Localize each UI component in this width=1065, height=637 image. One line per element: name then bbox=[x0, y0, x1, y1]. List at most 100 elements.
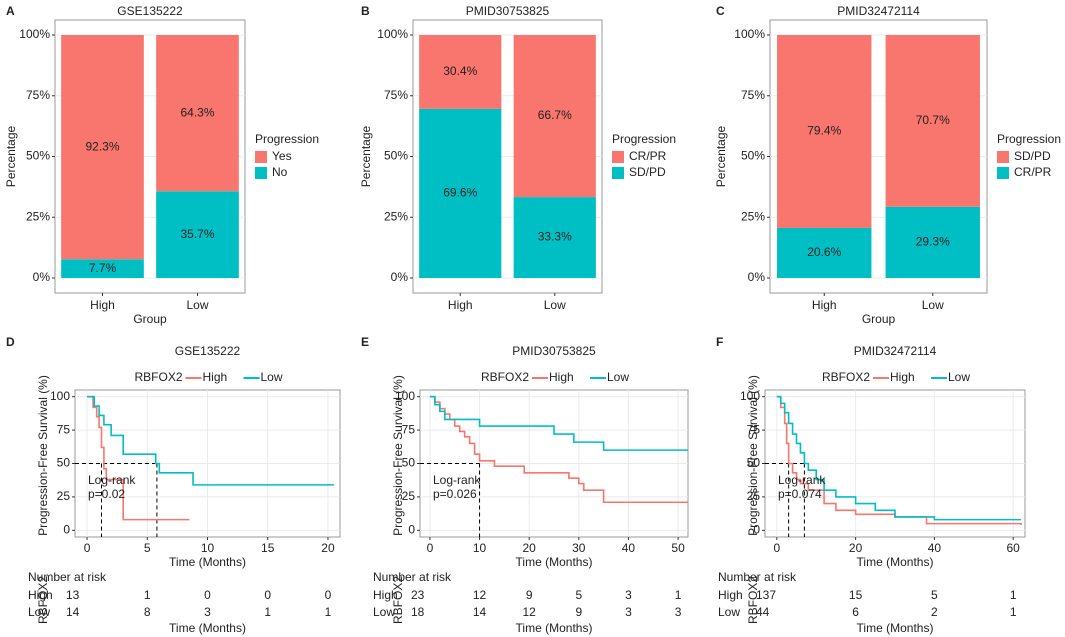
x-tick-label: High bbox=[90, 298, 115, 312]
x-tick-label: 20 bbox=[321, 541, 335, 555]
legend-label: Low bbox=[607, 370, 629, 384]
value-label: 33.3% bbox=[538, 230, 572, 244]
value-label: 29.3% bbox=[916, 235, 950, 249]
risk-title: Number at risk bbox=[718, 570, 797, 584]
risk-count: 1 bbox=[325, 605, 332, 619]
bar-segment bbox=[156, 191, 239, 278]
annotation: Log-rank bbox=[433, 473, 481, 487]
value-label: 35.7% bbox=[180, 227, 214, 241]
risk-row-label: Low bbox=[28, 605, 50, 619]
risk-count: 3 bbox=[675, 605, 682, 619]
risk-count: 3 bbox=[204, 605, 211, 619]
risk-count: 8 bbox=[144, 605, 151, 619]
y-tick-label: 100% bbox=[377, 27, 408, 41]
y-tick-label: 50% bbox=[384, 149, 408, 163]
chart-title: GSE135222 bbox=[117, 4, 183, 18]
annotation: p=0.026 bbox=[433, 487, 477, 501]
survival-curve bbox=[87, 395, 190, 521]
annotation: p=0.02 bbox=[88, 487, 125, 501]
risk-count: 2 bbox=[931, 605, 938, 619]
bar-segment bbox=[777, 227, 872, 278]
x-tick-label: 0 bbox=[84, 541, 91, 555]
risk-count: 14 bbox=[473, 605, 487, 619]
risk-count: 1 bbox=[264, 605, 271, 619]
risk-row-label: High bbox=[28, 588, 53, 602]
y-tick-label: 75% bbox=[26, 88, 50, 102]
x-axis-label: Time (Months) bbox=[169, 555, 246, 569]
y-tick-label: 100 bbox=[50, 389, 70, 403]
y-tick-label: 100 bbox=[740, 389, 760, 403]
value-label: 70.7% bbox=[916, 113, 950, 127]
bar-segment bbox=[885, 206, 980, 278]
bar-segment bbox=[777, 35, 872, 228]
y-tick-label: 25 bbox=[57, 489, 71, 503]
y-tick-label: 25% bbox=[384, 209, 408, 223]
x-tick-label: 30 bbox=[572, 541, 586, 555]
value-label: 66.7% bbox=[538, 108, 572, 122]
y-tick-label: 75% bbox=[384, 88, 408, 102]
survival-curve bbox=[776, 395, 1022, 521]
legend-title: RBFOX2 bbox=[134, 370, 182, 384]
risk-count: 6 bbox=[852, 605, 859, 619]
risk-count: 44 bbox=[756, 605, 770, 619]
y-axis-label: Percentage bbox=[359, 125, 373, 187]
value-label: 69.6% bbox=[443, 186, 477, 200]
y-tick-label: 100% bbox=[19, 27, 50, 41]
legend-title: Progression bbox=[255, 132, 319, 146]
risk-ylabel: RBFOX2 bbox=[391, 576, 405, 624]
survival-curve bbox=[429, 395, 688, 451]
legend-swatch bbox=[255, 167, 267, 179]
risk-count: 12 bbox=[523, 605, 537, 619]
y-tick-label: 75 bbox=[747, 422, 761, 436]
legend-swatch bbox=[997, 151, 1009, 163]
x-tick-label: 40 bbox=[622, 541, 636, 555]
y-tick-label: 50% bbox=[741, 149, 765, 163]
x-axis-label: Time (Months) bbox=[857, 555, 934, 569]
bar-segment bbox=[156, 35, 239, 192]
risk-count: 15 bbox=[849, 588, 863, 602]
risk-count: 14 bbox=[66, 605, 80, 619]
x-tick-label: High bbox=[812, 298, 837, 312]
legend-label: No bbox=[272, 165, 288, 179]
legend-swatch bbox=[997, 167, 1009, 179]
risk-row-label: Low bbox=[718, 605, 740, 619]
risk-row-label: High bbox=[373, 588, 398, 602]
risk-count: 1 bbox=[675, 588, 682, 602]
x-tick-label: High bbox=[448, 298, 473, 312]
panel-letter: B bbox=[361, 4, 370, 18]
risk-title: Number at risk bbox=[373, 570, 452, 584]
y-tick-label: 50 bbox=[57, 456, 71, 470]
y-tick-label: 100% bbox=[734, 27, 765, 41]
risk-count: 3 bbox=[625, 605, 632, 619]
legend-label: SD/PD bbox=[629, 165, 666, 179]
risk-count: 9 bbox=[575, 605, 582, 619]
panel-letter: A bbox=[6, 4, 15, 18]
legend-label: High bbox=[203, 370, 228, 384]
risk-count: 0 bbox=[264, 588, 271, 602]
legend-title: Progression bbox=[997, 132, 1061, 146]
x-tick-label: 5 bbox=[144, 541, 151, 555]
panel-letter: D bbox=[6, 335, 15, 349]
bar-segment bbox=[61, 35, 144, 260]
risk-xlabel: Time (Months) bbox=[169, 621, 246, 635]
x-tick-label: Low bbox=[922, 298, 944, 312]
legend-label: SD/PD bbox=[1014, 149, 1051, 163]
risk-count: 9 bbox=[526, 588, 533, 602]
risk-row-label: Low bbox=[373, 605, 395, 619]
risk-ylabel: RBFOX2 bbox=[36, 576, 50, 624]
risk-count: 12 bbox=[473, 588, 487, 602]
y-tick-label: 50 bbox=[747, 456, 761, 470]
legend-label: CR/PR bbox=[629, 149, 667, 163]
chart-title: GSE135222 bbox=[175, 344, 241, 358]
legend-label: Low bbox=[261, 370, 283, 384]
y-tick-label: 75 bbox=[402, 422, 416, 436]
y-tick-label: 50% bbox=[26, 149, 50, 163]
y-tick-label: 75 bbox=[57, 422, 71, 436]
y-axis-label: Progression-Free Survival (%) bbox=[36, 375, 50, 536]
legend-label: CR/PR bbox=[1014, 165, 1052, 179]
risk-xlabel: Time (Months) bbox=[857, 621, 934, 635]
risk-row-label: High bbox=[718, 588, 743, 602]
risk-count: 0 bbox=[325, 588, 332, 602]
y-axis-label: Percentage bbox=[4, 125, 18, 187]
